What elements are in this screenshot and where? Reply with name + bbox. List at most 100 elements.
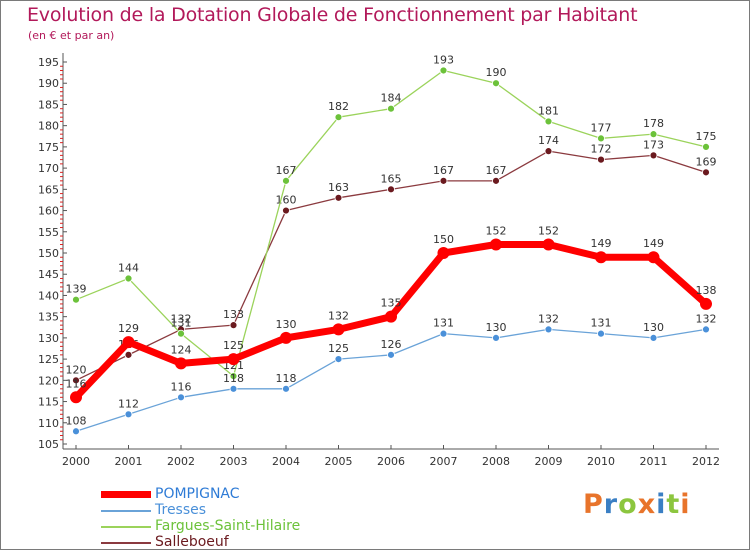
- data-point-pompignac: [175, 357, 187, 370]
- legend-swatch: [101, 510, 151, 512]
- y-tick-label: 110: [38, 417, 59, 430]
- y-tick-label: 145: [38, 268, 59, 281]
- data-label-fargues-saint-hilaire: 181: [538, 104, 559, 117]
- y-tick-label: 120: [38, 374, 59, 387]
- data-point-pompignac: [490, 238, 502, 251]
- data-point-fargues-saint-hilaire: [282, 176, 290, 185]
- data-point-pompignac: [280, 331, 292, 344]
- data-point-salleboeuf: [492, 176, 500, 185]
- legend-label: Tresses: [155, 502, 207, 518]
- data-label-pompignac: 152: [486, 225, 507, 238]
- data-label-salleboeuf: 172: [591, 143, 612, 156]
- data-point-fargues-saint-hilaire: [124, 274, 133, 283]
- data-label-salleboeuf: 160: [276, 194, 297, 207]
- y-tick-label: 165: [38, 183, 59, 196]
- data-point-pompignac: [385, 310, 397, 323]
- y-tick-label: 125: [38, 353, 59, 366]
- data-label-tresses: 131: [591, 317, 612, 330]
- x-tick-label: 2010: [587, 455, 615, 468]
- logo-letter: i: [656, 489, 667, 520]
- data-label-pompignac: 129: [118, 322, 139, 335]
- logo-letter: i: [680, 489, 691, 520]
- data-point-tresses: [124, 410, 133, 419]
- y-tick-label: 130: [38, 332, 59, 345]
- data-label-fargues-saint-hilaire: 190: [486, 66, 507, 79]
- data-label-pompignac: 138: [696, 284, 717, 297]
- data-point-pompignac: [595, 251, 607, 264]
- data-label-tresses: 116: [171, 380, 192, 393]
- y-tick-label: 170: [38, 162, 59, 175]
- data-point-salleboeuf: [334, 193, 343, 202]
- legend-swatch: [101, 542, 151, 544]
- chart-title: Evolution de la Dotation Globale de Fonc…: [27, 4, 638, 26]
- x-tick-label: 2002: [167, 455, 195, 468]
- data-point-fargues-saint-hilaire: [72, 295, 80, 304]
- data-label-tresses: 108: [66, 414, 87, 427]
- data-point-fargues-saint-hilaire: [544, 117, 553, 126]
- x-tick-label: 2012: [692, 455, 720, 468]
- legend-label: POMPIGNAC: [155, 486, 240, 502]
- data-label-pompignac: 152: [538, 225, 559, 238]
- data-point-salleboeuf: [72, 376, 80, 385]
- data-label-salleboeuf: 174: [538, 134, 559, 147]
- x-tick-label: 2001: [115, 455, 143, 468]
- data-label-fargues-saint-hilaire: 131: [171, 317, 192, 330]
- y-tick-label: 105: [38, 438, 59, 451]
- data-point-fargues-saint-hilaire: [229, 372, 238, 380]
- logo-letter: t: [666, 489, 681, 520]
- series-line-fargues-saint-hilaire: [75, 69, 707, 377]
- data-point-tresses: [229, 384, 238, 393]
- data-point-fargues-saint-hilaire: [439, 66, 448, 75]
- data-point-salleboeuf: [387, 185, 395, 194]
- x-tick-label: 2005: [325, 455, 353, 468]
- legend-swatch: [101, 526, 151, 528]
- legend-label: Salleboeuf: [155, 534, 229, 550]
- data-point-salleboeuf: [229, 321, 238, 330]
- y-tick-label: 175: [38, 141, 59, 154]
- x-tick-label: 2004: [272, 455, 300, 468]
- data-label-salleboeuf: 169: [696, 155, 717, 168]
- legend-swatch: [101, 491, 151, 498]
- data-point-tresses: [72, 427, 80, 436]
- data-point-tresses: [544, 325, 553, 334]
- data-point-pompignac: [227, 353, 240, 366]
- data-label-tresses: 132: [696, 312, 717, 325]
- data-label-pompignac: 124: [171, 343, 192, 356]
- data-point-pompignac: [647, 251, 660, 264]
- data-label-fargues-saint-hilaire: 144: [118, 261, 139, 274]
- data-label-pompignac: 132: [328, 309, 349, 322]
- data-label-fargues-saint-hilaire: 139: [66, 283, 87, 296]
- data-point-tresses: [387, 350, 395, 359]
- y-tick-label: 185: [38, 98, 59, 111]
- y-tick-label: 180: [38, 120, 59, 133]
- x-tick-label: 2011: [640, 455, 668, 468]
- y-tick-label: 140: [38, 289, 59, 302]
- data-label-pompignac: 125: [223, 339, 244, 352]
- logo-letter: x: [637, 489, 657, 520]
- data-label-pompignac: 135: [381, 297, 402, 310]
- data-label-salleboeuf: 173: [643, 138, 664, 151]
- data-label-fargues-saint-hilaire: 175: [696, 130, 717, 143]
- data-label-tresses: 125: [328, 342, 349, 355]
- y-tick-label: 115: [38, 396, 59, 409]
- data-point-fargues-saint-hilaire: [492, 79, 500, 88]
- data-point-tresses: [439, 329, 448, 338]
- data-label-fargues-saint-hilaire: 167: [276, 164, 297, 177]
- x-tick-label: 2008: [482, 455, 510, 468]
- data-label-tresses: 132: [538, 312, 559, 325]
- data-point-fargues-saint-hilaire: [387, 104, 395, 113]
- data-point-tresses: [282, 384, 290, 393]
- data-point-pompignac: [332, 323, 345, 336]
- data-point-pompignac: [70, 391, 82, 404]
- data-label-salleboeuf: 132: [171, 312, 192, 325]
- data-point-fargues-saint-hilaire: [649, 130, 658, 139]
- data-label-tresses: 126: [381, 338, 402, 351]
- data-point-salleboeuf: [702, 168, 710, 177]
- y-tick-label: 150: [38, 247, 59, 260]
- data-label-salleboeuf: 133: [223, 308, 244, 321]
- y-tick-label: 135: [38, 311, 59, 324]
- data-label-pompignac: 150: [433, 233, 454, 246]
- x-tick-label: 2009: [535, 455, 563, 468]
- logo-letter: P: [583, 489, 604, 520]
